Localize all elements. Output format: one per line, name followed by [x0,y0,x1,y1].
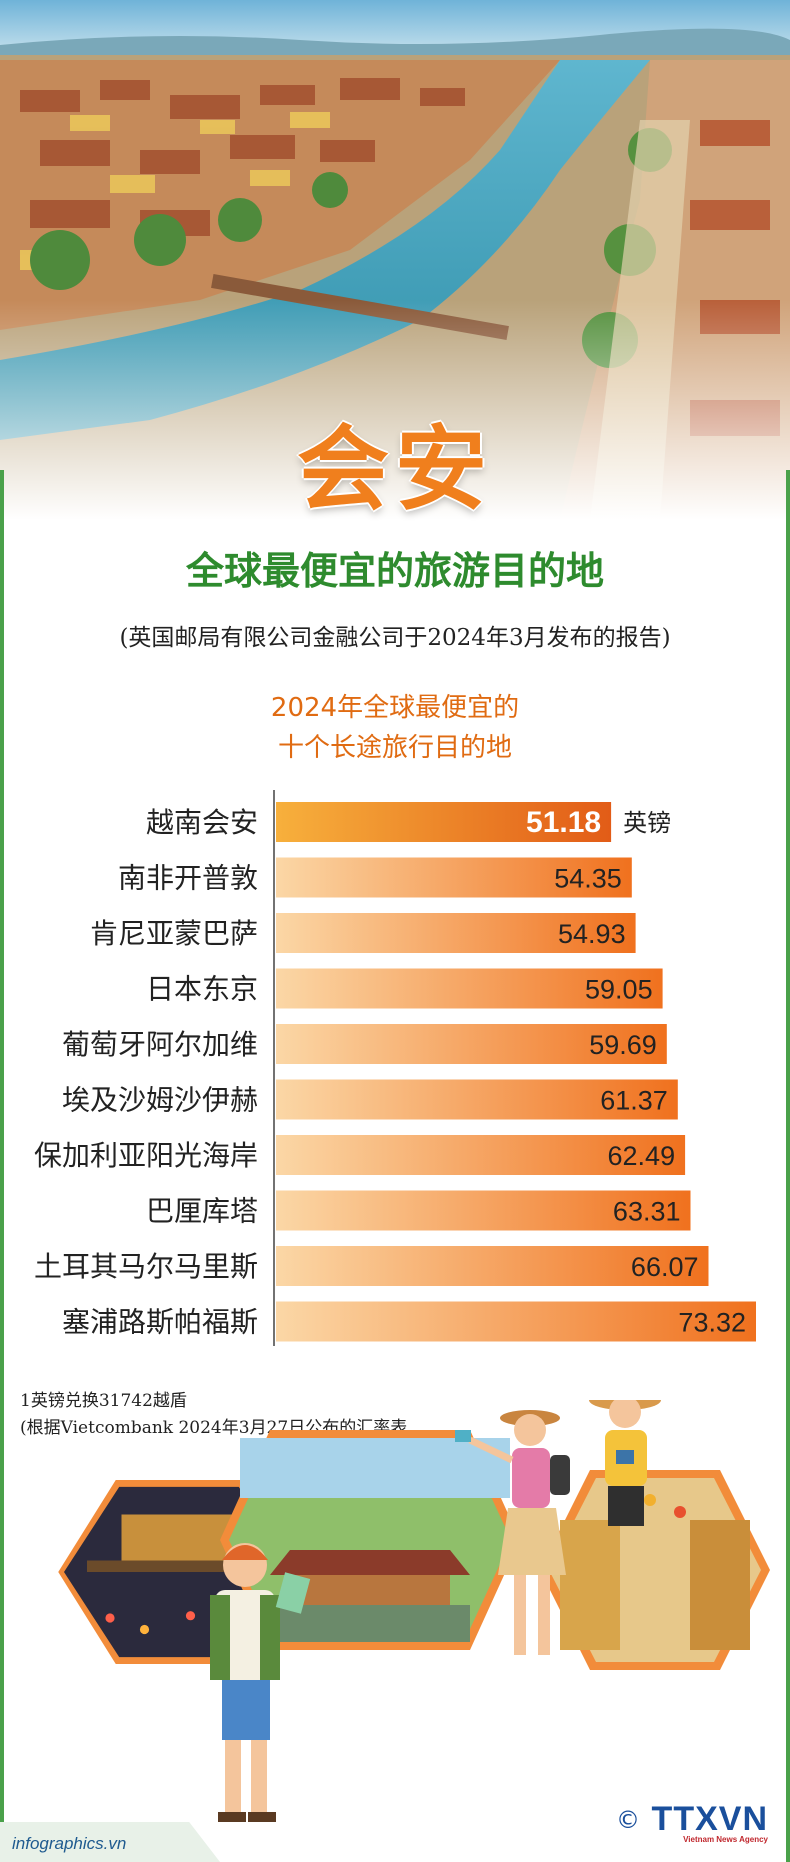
tourist-woman-hat-illustration [589,1400,661,1526]
bar [276,802,612,842]
category-label: 葡萄牙阿尔加维 [62,1028,258,1061]
logo-subtitle: Vietnam News Agency [683,1835,768,1844]
copyright-symbol: © [616,1806,640,1834]
bar [276,913,636,953]
value-label: 54.93 [558,919,626,949]
value-label: 59.05 [585,975,653,1005]
lantern-street-photo [540,1470,770,1670]
page-subtitle: 全球最便宜的旅游目的地 [185,549,604,593]
bar [276,1135,686,1175]
value-label: 73.32 [678,1308,746,1338]
value-label: 62.49 [608,1141,676,1171]
left-border [0,470,4,1862]
bar [276,968,663,1009]
bar [276,1246,709,1286]
site-label: infographics.vn [12,1834,127,1853]
source-note: (英国邮局有限公司金融公司于2024年3月发布的报告) [119,625,671,651]
chart-title: 2024年全球最便宜的 十个长途旅行目的地 [0,688,790,768]
page-title: 会安 [296,416,493,523]
category-label: 南非开普敦 [118,862,258,895]
chart-title-line1: 2024年全球最便宜的 [270,693,520,723]
value-label: 61.37 [600,1086,668,1116]
ttxvn-logo: TTXVN Vietnam News Agency [652,1800,768,1844]
category-label: 日本东京 [146,973,258,1006]
illustration-area [58,1400,770,1822]
bar [276,1190,691,1231]
bar [276,1079,678,1120]
tourist-man-illustration [210,1543,311,1822]
value-label: 54.35 [554,864,622,894]
value-label: 59.69 [589,1030,657,1060]
value-label: 63.31 [613,1197,681,1227]
category-label: 埃及沙姆沙伊赫 [62,1084,258,1117]
right-border [786,470,790,1862]
bar [276,857,632,898]
category-label: 土耳其马尔马里斯 [34,1250,258,1283]
category-label: 塞浦路斯帕福斯 [62,1306,258,1339]
value-label: 51.18 [526,806,601,839]
category-label: 保加利亚阳光海岸 [34,1139,258,1172]
japanese-bridge-photo [220,1430,520,1650]
category-label: 巴厘库塔 [146,1195,258,1228]
logo-text: TTXVN [651,1800,768,1838]
value-label: 66.07 [631,1252,699,1282]
exchange-rate-note: 1英镑兑换31742越盾 [20,1391,187,1411]
footer-brand-bar [0,1822,220,1862]
bar [276,1301,756,1342]
bar [276,1024,667,1064]
category-label: 肯尼亚蒙巴萨 [90,917,258,950]
hero-photo [0,0,790,520]
unit-label: 英镑 [623,809,671,837]
chart-title-line2: 十个长途旅行目的地 [277,733,512,763]
category-label: 越南会安 [146,806,258,839]
tourist-woman-selfie-illustration [455,1410,570,1655]
